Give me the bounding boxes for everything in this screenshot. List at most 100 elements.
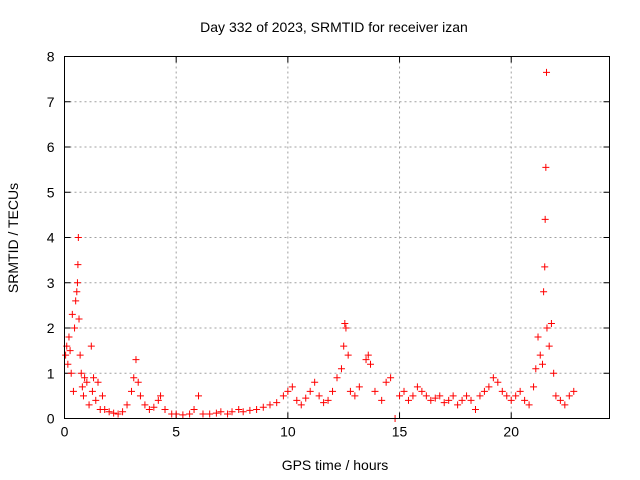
- data-point: [154, 396, 162, 404]
- data-point: [538, 360, 546, 368]
- x-axis-label: GPS time / hours: [282, 457, 389, 473]
- data-point: [337, 365, 345, 373]
- data-point: [110, 409, 118, 417]
- x-tick-label: 20: [503, 424, 519, 440]
- data-point: [540, 288, 548, 296]
- data-point: [302, 394, 310, 402]
- data-points: [62, 68, 578, 422]
- data-point: [340, 342, 348, 350]
- data-point: [436, 392, 444, 400]
- plot-frame: [64, 56, 610, 419]
- data-point: [179, 411, 187, 419]
- data-point: [190, 405, 198, 413]
- data-point: [67, 369, 75, 377]
- y-tick-labels: 0 1 2 3 4 5 6 7 8: [47, 49, 55, 427]
- data-point: [536, 351, 544, 359]
- data-point: [346, 387, 354, 395]
- data-point: [431, 394, 439, 402]
- data-point: [288, 383, 296, 391]
- data-point: [212, 409, 220, 417]
- data-point: [65, 333, 73, 341]
- data-point: [81, 374, 89, 382]
- data-point: [128, 387, 136, 395]
- data-point: [367, 360, 375, 368]
- data-point: [235, 405, 243, 413]
- data-point: [489, 374, 497, 382]
- data-point: [541, 215, 549, 223]
- data-point: [73, 279, 81, 287]
- x-tick-label: 5: [172, 424, 180, 440]
- y-tick-label: 8: [47, 49, 55, 65]
- data-point: [101, 405, 109, 413]
- data-point: [532, 365, 540, 373]
- data-point: [141, 401, 149, 409]
- data-point: [284, 387, 292, 395]
- data-point: [94, 378, 102, 386]
- data-point: [66, 347, 74, 355]
- data-point: [480, 387, 488, 395]
- data-point: [87, 342, 95, 350]
- data-point: [224, 410, 232, 418]
- data-point: [62, 351, 70, 359]
- data-point: [145, 405, 153, 413]
- data-point: [570, 387, 578, 395]
- data-point: [83, 378, 91, 386]
- data-point: [387, 374, 395, 382]
- data-point: [105, 408, 113, 416]
- data-point: [71, 324, 79, 332]
- data-point: [76, 351, 84, 359]
- data-point: [320, 399, 328, 407]
- data-point: [74, 234, 82, 241]
- data-point: [355, 383, 363, 391]
- data-point: [92, 396, 100, 404]
- y-tick-label: 4: [47, 230, 55, 246]
- data-point: [333, 374, 341, 382]
- data-point: [454, 401, 462, 409]
- data-point: [422, 392, 430, 400]
- data-point: [371, 387, 379, 395]
- data-point: [362, 356, 370, 364]
- data-point: [297, 401, 305, 409]
- data-point: [400, 387, 408, 395]
- data-point: [351, 392, 359, 400]
- data-point: [273, 399, 281, 407]
- data-point: [494, 378, 502, 386]
- x-tick-label: 0: [61, 424, 69, 440]
- data-point: [306, 387, 314, 395]
- data-point: [467, 396, 475, 404]
- data-point: [228, 408, 236, 416]
- y-axis-label: SRMTID / TECUs: [5, 183, 21, 293]
- data-point: [445, 396, 453, 404]
- y-tick-label: 0: [47, 411, 55, 427]
- data-point: [547, 319, 555, 327]
- data-point: [73, 288, 81, 296]
- data-point: [503, 392, 511, 400]
- data-point: [471, 405, 479, 413]
- data-point: [266, 401, 274, 409]
- chart-title: Day 332 of 2023, SRMTID for receiver iza…: [200, 19, 468, 35]
- data-point: [259, 403, 267, 411]
- y-tick-label: 2: [47, 320, 55, 336]
- data-point: [543, 68, 551, 76]
- data-point: [545, 342, 553, 350]
- data-point: [78, 383, 86, 391]
- data-point: [485, 383, 493, 391]
- data-point: [98, 392, 106, 400]
- data-point: [512, 392, 520, 400]
- data-point: [404, 396, 412, 404]
- data-point: [521, 396, 529, 404]
- data-point: [132, 356, 140, 364]
- data-point: [90, 374, 98, 382]
- data-point: [378, 396, 386, 404]
- data-point: [341, 319, 349, 327]
- data-point: [85, 401, 93, 409]
- data-point: [324, 396, 332, 404]
- data-point: [195, 392, 203, 400]
- data-point: [293, 396, 301, 404]
- data-point: [561, 401, 569, 409]
- data-point: [77, 369, 85, 377]
- data-point: [68, 310, 76, 318]
- data-point: [72, 297, 80, 305]
- data-point: [315, 392, 323, 400]
